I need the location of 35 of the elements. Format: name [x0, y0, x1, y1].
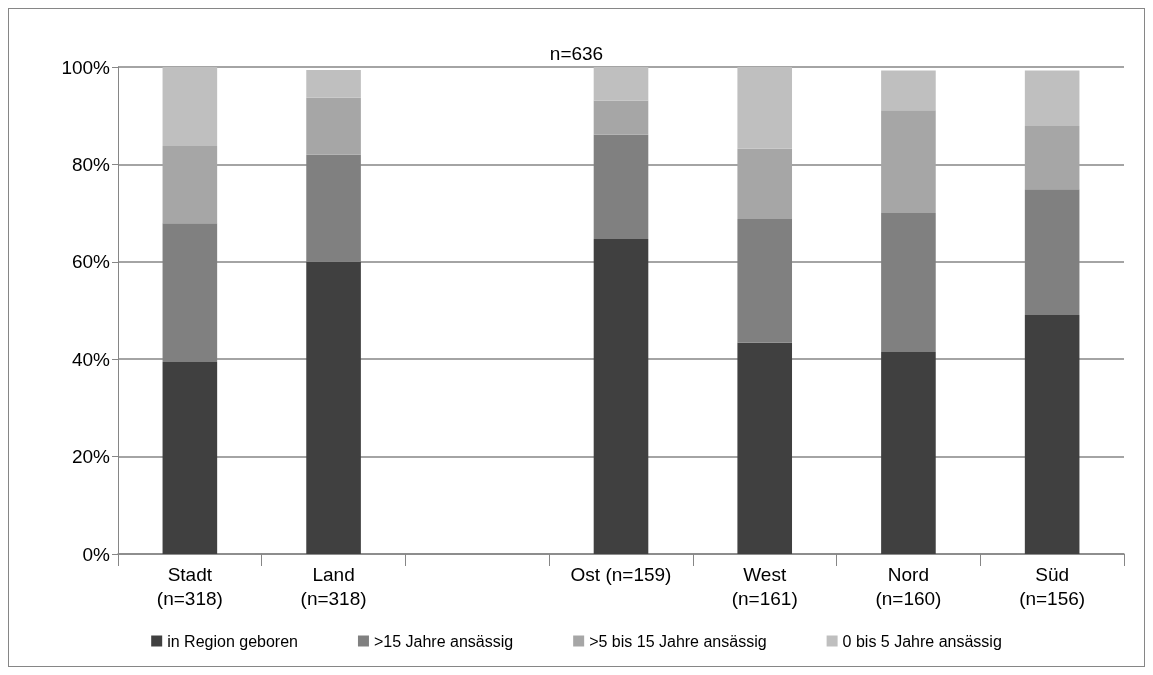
y-tick-label: 100% — [61, 56, 111, 78]
legend-label: in Region geboren — [167, 632, 298, 650]
bar — [881, 70, 936, 111]
y-tick-label: 0% — [82, 543, 111, 565]
bar — [306, 261, 361, 554]
x-tick-label: Land (n=318) — [300, 563, 367, 609]
bar — [881, 110, 936, 214]
bar — [593, 238, 649, 554]
bar — [1024, 70, 1080, 126]
x-tick-label: West (n=161) — [731, 563, 798, 609]
y-tick-label: 80% — [71, 153, 111, 175]
x-tick-label: Ost (n=159) — [570, 563, 672, 585]
bar — [737, 67, 793, 149]
bar — [162, 362, 218, 554]
legend-label: >15 Jahre ansässig — [373, 632, 514, 650]
bar — [1024, 314, 1080, 554]
bar — [593, 100, 649, 135]
bar — [737, 148, 793, 219]
bar — [306, 69, 361, 98]
x-tick-label: Süd (n=156) — [1019, 563, 1086, 609]
chart-title: n=636 — [549, 43, 604, 64]
y-tick-label: 60% — [71, 251, 111, 273]
bar — [162, 67, 218, 146]
bar — [162, 145, 218, 224]
bar — [306, 97, 361, 155]
legend-label: >5 bis 15 Jahre ansässig — [589, 632, 767, 650]
x-tick-label: Nord (n=160) — [875, 563, 942, 609]
y-tick-label: 40% — [71, 348, 111, 370]
legend-label: 0 bis 5 Jahre ansässig — [842, 632, 1002, 650]
bar — [593, 67, 649, 101]
bar — [1024, 125, 1080, 190]
bar — [737, 342, 793, 554]
x-tick-label: Stadt (n=318) — [156, 563, 223, 609]
y-tick-label: 20% — [71, 446, 111, 468]
bar — [881, 351, 936, 554]
